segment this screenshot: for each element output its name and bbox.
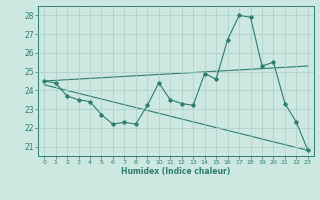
X-axis label: Humidex (Indice chaleur): Humidex (Indice chaleur) bbox=[121, 167, 231, 176]
